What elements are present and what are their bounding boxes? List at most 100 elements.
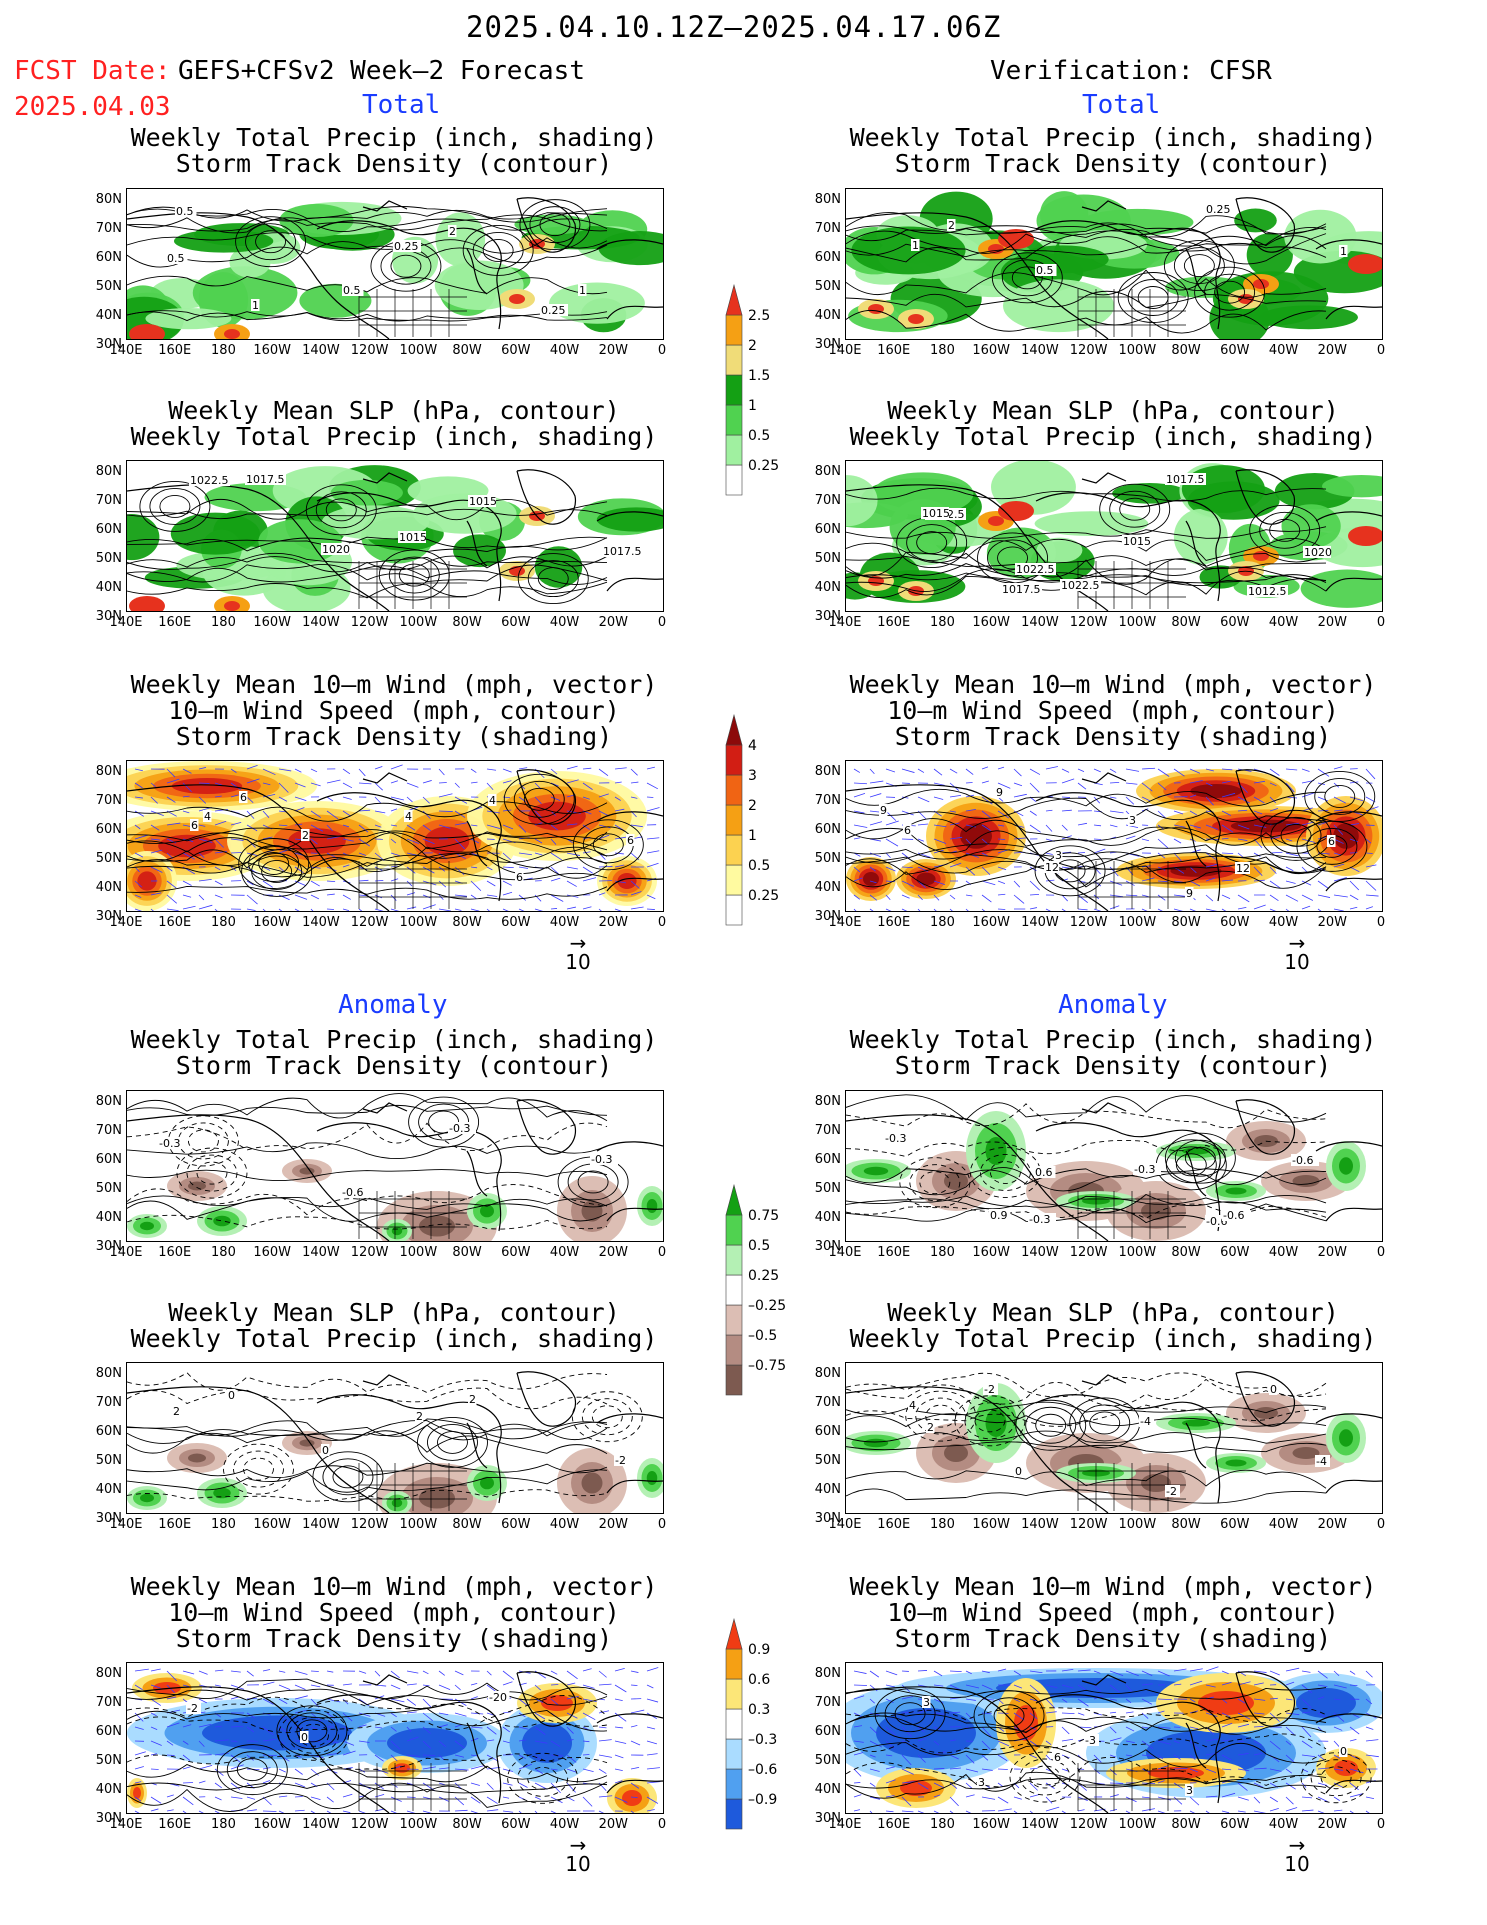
contour-label-bg: [884, 1132, 912, 1144]
wind-vector: [550, 1768, 558, 1771]
wind-vector: [1221, 908, 1227, 911]
wind-vector: [933, 782, 945, 786]
wind-vector: [949, 810, 956, 813]
wind-vector: [1237, 796, 1250, 804]
wind-vector: [326, 824, 333, 832]
contour-line: [846, 848, 1327, 860]
wind-vector: [230, 1725, 244, 1728]
contour-line: [846, 1771, 1327, 1799]
shade-blob: [1190, 783, 1242, 799]
wind-vector: [1125, 1740, 1135, 1744]
wind-vector: [166, 778, 180, 784]
wind-vector: [326, 779, 341, 784]
wind-vector: [582, 1698, 597, 1703]
shade-blob: [1292, 1447, 1320, 1459]
wind-vector: [1061, 1698, 1068, 1703]
contour-line: [1325, 877, 1382, 892]
wind-vector: [198, 1740, 205, 1747]
wind-vector: [630, 1684, 638, 1686]
lat-label: 50N: [814, 851, 841, 866]
wind-vector: [518, 1754, 526, 1759]
wind-vector: [1205, 1810, 1210, 1813]
wind-vector: [166, 822, 181, 826]
wind-vector: [1077, 1684, 1087, 1691]
wind-vector: [294, 1768, 303, 1775]
wind-vector: [1061, 824, 1068, 831]
lon-label: 40W: [1268, 1817, 1299, 1832]
wind-vector: [1237, 1753, 1249, 1756]
panel-title-line: Storm Track Density (shading): [175, 1624, 613, 1653]
wind-vector: [502, 1726, 511, 1733]
wind-vector: [422, 1726, 431, 1734]
shade-blob: [1148, 1767, 1204, 1779]
contour-ring: [472, 231, 524, 269]
right-total-header: Total: [1082, 90, 1161, 120]
wind-vector: [438, 793, 453, 798]
contour-ring: [1163, 240, 1235, 292]
contour-line: [127, 846, 608, 866]
wind-vector: [214, 1725, 222, 1728]
contour-label-bg: [301, 829, 310, 841]
wind-vector: [582, 1754, 590, 1756]
wind-vector: [981, 766, 989, 770]
contour-label-bg: [602, 545, 643, 557]
wind-vector: [214, 782, 223, 786]
wind-vector: [1093, 908, 1102, 911]
wind-vector: [1365, 838, 1372, 844]
lon-label: 80W: [452, 915, 482, 930]
lat-label: 30N: [95, 1511, 122, 1526]
wind-vector: [646, 807, 660, 812]
contour-line: [1235, 769, 1296, 825]
wind-vector: [1365, 906, 1374, 910]
wind-vector: [869, 768, 875, 775]
contour-label: 0.25: [394, 240, 419, 253]
lon-label: 180: [930, 1517, 955, 1532]
wind-vector: [374, 824, 382, 828]
contour-ring: [874, 1688, 946, 1740]
contour-ring: [236, 1758, 268, 1782]
wind-vector: [853, 810, 865, 814]
lon-label: 80W: [1171, 1517, 1201, 1532]
wind-vector: [1077, 894, 1088, 904]
panel-title-line: Weekly Total Precip (inch, shading): [849, 422, 1377, 451]
contour-ring: [1109, 490, 1161, 528]
wind-vector: [422, 1684, 430, 1687]
panel-title-line: Weekly Total Precip (inch, shading): [849, 1324, 1377, 1353]
colorbar-label: –0.9: [748, 1792, 778, 1808]
wind-vector: [1157, 838, 1169, 849]
wind-vector: [166, 1670, 177, 1682]
lon-label: 60W: [1220, 1517, 1250, 1532]
wind-vector: [869, 810, 880, 813]
wind-vector: [1077, 782, 1087, 790]
shade-blob: [872, 472, 974, 516]
contour-ring: [1183, 254, 1215, 278]
colorbar-label: 1: [748, 828, 757, 844]
wind-vector: [1333, 1684, 1347, 1689]
wind-vector: [1253, 780, 1266, 784]
wind-vector: [246, 1809, 257, 1812]
wind-vector: [630, 1709, 645, 1714]
contour-line: [846, 1168, 1327, 1185]
contour-line: [606, 1207, 663, 1222]
wind-vector: [1109, 1684, 1120, 1693]
contour-label-bg: [404, 810, 413, 822]
wind-vector: [470, 1712, 484, 1715]
lon-label: 60W: [1220, 615, 1250, 630]
lon-label: 0: [1376, 343, 1386, 358]
wind-vector: [566, 1754, 577, 1763]
lat-label: 70N: [95, 793, 122, 808]
lat-label: 50N: [95, 1453, 122, 1468]
lon-label: 140W: [302, 615, 340, 630]
lon-label: 80W: [1171, 915, 1201, 930]
wind-vector: [1205, 1752, 1219, 1756]
contour-ring: [1099, 483, 1171, 535]
lon-label: 140W: [1021, 1517, 1059, 1532]
lon-label: 140E: [828, 1517, 862, 1532]
lon-label: 160E: [158, 1817, 192, 1832]
contour-label: 6: [1328, 835, 1335, 848]
wind-vector: [853, 908, 857, 911]
contour-ring: [241, 845, 313, 897]
shade-blob: [391, 1498, 403, 1508]
lon-label: 180: [211, 915, 236, 930]
